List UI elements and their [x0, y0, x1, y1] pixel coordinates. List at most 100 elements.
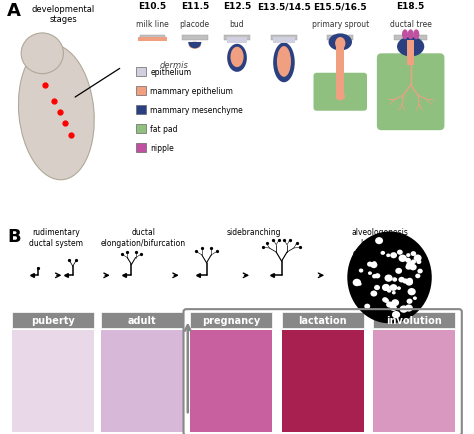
Text: E18.5: E18.5 — [397, 2, 425, 11]
Ellipse shape — [367, 262, 373, 267]
Text: E13.5/14.5: E13.5/14.5 — [257, 2, 311, 11]
Ellipse shape — [189, 43, 201, 49]
Ellipse shape — [384, 275, 392, 282]
Bar — [373, 330, 455, 432]
Bar — [407, 41, 414, 66]
Ellipse shape — [399, 255, 407, 263]
Ellipse shape — [414, 255, 421, 262]
Ellipse shape — [277, 47, 291, 78]
Ellipse shape — [382, 284, 390, 291]
Ellipse shape — [273, 43, 295, 83]
Bar — [101, 330, 183, 432]
Bar — [394, 36, 427, 41]
Ellipse shape — [399, 277, 405, 283]
Ellipse shape — [397, 250, 403, 255]
Bar — [328, 36, 353, 41]
Ellipse shape — [374, 285, 380, 290]
Ellipse shape — [408, 30, 414, 40]
Ellipse shape — [336, 93, 345, 101]
FancyBboxPatch shape — [313, 74, 367, 112]
Ellipse shape — [383, 285, 388, 289]
Bar — [224, 36, 250, 41]
Ellipse shape — [328, 34, 352, 52]
Ellipse shape — [397, 37, 424, 57]
Ellipse shape — [353, 279, 361, 286]
Bar — [373, 312, 455, 328]
Ellipse shape — [407, 299, 412, 304]
Ellipse shape — [410, 252, 416, 256]
Ellipse shape — [390, 305, 397, 311]
Text: dermis: dermis — [159, 61, 188, 70]
Ellipse shape — [397, 287, 401, 290]
Bar — [12, 330, 94, 432]
Ellipse shape — [406, 263, 412, 268]
Ellipse shape — [392, 311, 400, 319]
Bar — [12, 312, 94, 328]
Text: E10.5: E10.5 — [138, 2, 167, 11]
Bar — [136, 144, 146, 153]
Text: ductal
elongation/bifurcation: ductal elongation/bifurcation — [100, 228, 186, 247]
Ellipse shape — [402, 30, 408, 40]
Text: epithelium: epithelium — [150, 68, 191, 77]
Bar — [101, 312, 183, 328]
Ellipse shape — [416, 260, 421, 264]
Bar — [227, 38, 247, 44]
Text: placode: placode — [180, 20, 210, 29]
Bar — [182, 36, 208, 41]
Bar — [136, 125, 146, 134]
Text: alveologenesis
lactogenic
differentiation: alveologenesis lactogenic differentiatio… — [352, 228, 409, 257]
Ellipse shape — [405, 305, 413, 312]
Text: lactation: lactation — [298, 315, 347, 325]
Text: E15.5/16.5: E15.5/16.5 — [313, 2, 367, 11]
Bar — [273, 38, 295, 44]
Text: A: A — [7, 2, 21, 20]
Ellipse shape — [359, 269, 364, 273]
Ellipse shape — [418, 269, 423, 274]
Bar — [136, 105, 146, 115]
Ellipse shape — [374, 273, 380, 279]
Text: E11.5: E11.5 — [181, 2, 209, 11]
Text: puberty: puberty — [31, 315, 75, 325]
Text: B: B — [7, 228, 21, 246]
Ellipse shape — [403, 279, 408, 283]
Text: bud: bud — [230, 20, 244, 29]
Text: developmental
stages: developmental stages — [32, 4, 95, 24]
Ellipse shape — [406, 253, 410, 257]
Ellipse shape — [372, 274, 377, 279]
Ellipse shape — [375, 237, 383, 245]
Ellipse shape — [387, 289, 392, 293]
Ellipse shape — [368, 272, 372, 275]
Ellipse shape — [410, 264, 417, 271]
Ellipse shape — [18, 45, 94, 181]
Bar — [136, 87, 146, 95]
Text: sidebranching: sidebranching — [226, 228, 281, 237]
Wedge shape — [188, 43, 201, 49]
Text: ductal tree: ductal tree — [390, 20, 432, 29]
Bar — [282, 330, 364, 432]
Ellipse shape — [395, 268, 402, 274]
Bar — [271, 36, 297, 41]
Ellipse shape — [407, 262, 414, 268]
Ellipse shape — [400, 306, 408, 313]
Text: fat pad: fat pad — [150, 125, 178, 134]
Ellipse shape — [370, 291, 377, 297]
Text: rudimentary
ductal system: rudimentary ductal system — [29, 228, 83, 247]
Ellipse shape — [227, 45, 247, 72]
Ellipse shape — [392, 278, 397, 282]
Ellipse shape — [364, 304, 370, 309]
Bar — [336, 41, 345, 97]
Ellipse shape — [392, 299, 399, 306]
Text: involution: involution — [386, 315, 442, 325]
Ellipse shape — [370, 262, 377, 269]
Text: milk line: milk line — [136, 20, 169, 29]
Ellipse shape — [405, 264, 412, 270]
Ellipse shape — [358, 283, 362, 286]
Ellipse shape — [335, 38, 346, 50]
Ellipse shape — [405, 279, 413, 286]
Ellipse shape — [230, 48, 244, 68]
Text: mammary epithelium: mammary epithelium — [150, 87, 233, 95]
Bar — [138, 38, 167, 42]
Ellipse shape — [372, 262, 376, 266]
Bar — [190, 330, 272, 432]
Ellipse shape — [392, 291, 396, 295]
